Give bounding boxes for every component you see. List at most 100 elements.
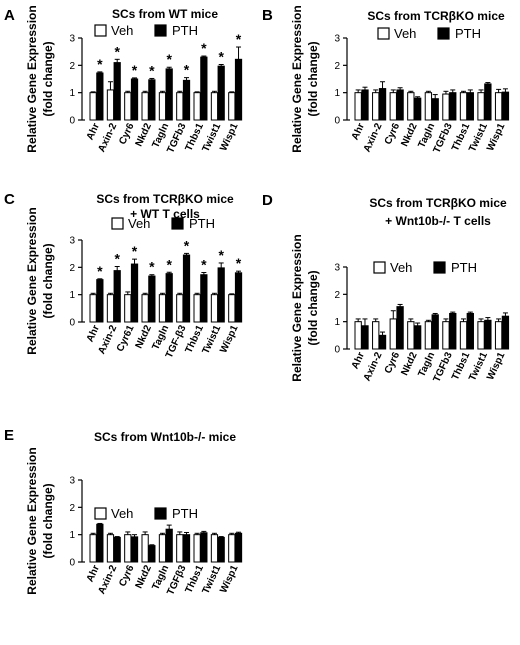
panel-e-bar-veh-twist1: [210, 534, 219, 563]
panel-e-bar-veh-thbs1: [193, 534, 201, 563]
panel-b-legend-veh-label: Veh: [394, 26, 416, 41]
panel-b-bar-pth-axin-2: [378, 88, 387, 121]
panel-a-y-axis-label: Relative Gene Expression: [25, 5, 39, 152]
panel-d-bar-veh-cyr6: [389, 318, 397, 350]
panel-d-legend-pth-label: PTH: [451, 260, 477, 275]
panel-b-bar-veh-twist1: [477, 92, 485, 121]
panel-d-y-tick-label-2: 2: [334, 290, 340, 301]
panel-e-y-tick-label-1: 1: [69, 530, 75, 541]
panel-a-sig-star-nkd2: *: [149, 62, 155, 78]
panel-d-bar-veh-nkd2: [407, 321, 415, 350]
panel-a-legend-pth-swatch: [154, 24, 167, 37]
panel-a-tick-label-ahr: Ahr: [85, 122, 102, 142]
panel-d-bar-pth-nkd2: [413, 325, 422, 350]
panel-c-sig-star-wisp1: *: [236, 255, 242, 271]
panel-d-bar-pth-ahr: [361, 325, 369, 350]
panel-b-bar-pth-thbs1: [466, 92, 474, 121]
panel-c-tick-label-ahr: Ahr: [85, 324, 102, 344]
panel-d-bar-veh-tgfb3: [442, 321, 450, 350]
panel-c-bar-pth-nkd2: [148, 275, 156, 323]
panel-e-y-axis-label-sub: (fold change): [41, 483, 55, 558]
panel-c-legend-pth-label: PTH: [189, 216, 215, 231]
panel-d-y-axis-label-sub: (fold change): [306, 270, 320, 345]
panel-b-tick-label-ahr: Ahr: [350, 122, 367, 142]
panel-a-bar-pth-thbs1: [200, 56, 208, 121]
panel-c-legend-veh-label: Veh: [128, 216, 150, 231]
panel-c-bar-veh-tgf-β3: [176, 294, 184, 323]
panel-c-sig-star-cyr61: *: [132, 243, 138, 259]
panel-d-legend-veh-swatch: [373, 261, 386, 274]
panel-c-legend-veh-swatch: [111, 217, 124, 230]
panel-a-sig-star-thbs1: *: [201, 40, 207, 56]
panel-d-bar-veh-wisp1: [494, 321, 503, 350]
panel-c-bar-veh-tagln: [158, 294, 167, 323]
panel-a-y-tick-label-3: 3: [69, 34, 75, 45]
panel-e-bar-pth-axin-2: [113, 536, 121, 563]
panel-a-sig-star-wisp1: *: [236, 31, 242, 47]
panel-c-title-line-1: SCs from TCRβKO mice: [96, 192, 234, 206]
panel-b-bar-veh-axin-2: [372, 92, 380, 121]
panel-e-legend-veh-label: Veh: [111, 506, 133, 521]
panel-c-bar-pth-thbs1: [200, 274, 208, 323]
panel-a-legend-veh-label: Veh: [111, 23, 133, 38]
panel-c-letter: C: [4, 191, 15, 208]
panel-b-bar-pth-twist1: [484, 83, 492, 121]
panel-c-bar-pth-axin-2: [113, 270, 121, 323]
panel-e-bar-pth-nkd2: [148, 545, 156, 563]
panel-a-bar-veh-tagln: [158, 92, 167, 121]
panel-c-y-tick-label-1: 1: [69, 290, 75, 301]
panel-a-legend-veh-swatch: [94, 24, 107, 37]
panel-a-bar-veh-cyr6: [124, 92, 132, 121]
panel-b-bar-pth-ahr: [361, 89, 369, 121]
panel-b-legend-pth-label: PTH: [455, 26, 481, 41]
panel-e-title-line-1: SCs from Wnt10b-/- mice: [94, 430, 236, 444]
panel-c-sig-star-tgf-β3: *: [184, 237, 190, 253]
panel-c-y-tick-label-0: 0: [69, 318, 75, 329]
panel-e-bar-pth-cyr6: [130, 536, 139, 563]
panel-c-bar-veh-cyr61: [124, 294, 132, 323]
panel-d-title-line-1: SCs from TCRβKO mice: [369, 196, 507, 210]
panel-a-sig-star-tagln: *: [166, 51, 172, 67]
panel-a-sig-star-axin-2: *: [114, 43, 120, 59]
panel-a-bar-pth-ahr: [96, 72, 104, 121]
panel-b-bar-veh-cyr6: [389, 92, 397, 121]
panel-e-bar-veh-tagln: [158, 534, 167, 563]
panel-b-bar-pth-tgfb3: [449, 92, 457, 121]
panel-b-bar-pth-wisp1: [501, 91, 510, 121]
panel-c-legend-pth-swatch: [171, 217, 184, 230]
panel-a-sig-star-twist1: *: [218, 49, 224, 65]
panel-c-y-tick-label-3: 3: [69, 236, 75, 247]
panel-b-bar-veh-ahr: [354, 92, 362, 121]
panel-b-bar-pth-tagln: [431, 98, 439, 121]
panel-e-legend-pth-label: PTH: [172, 506, 198, 521]
panel-e-bar-pth-tgfβ3: [182, 534, 191, 563]
panel-b-bar-veh-nkd2: [407, 92, 415, 121]
panel-a-bar-veh-tgfb3: [176, 92, 184, 121]
panel-e-bar-veh-tgfβ3: [176, 534, 184, 563]
panel-a-bar-veh-nkd2: [141, 92, 149, 121]
panel-d-bar-pth-cyr6: [396, 306, 404, 350]
panel-c-bar-veh-ahr: [89, 294, 97, 323]
panel-c-y-axis-label: Relative Gene Expression: [25, 207, 39, 354]
panel-e-legend-veh-swatch: [94, 507, 107, 520]
panel-b-bar-pth-nkd2: [413, 97, 422, 121]
panel-b-bar-pth-cyr6: [396, 89, 404, 121]
panel-c-bar-pth-tgf-β3: [182, 254, 191, 323]
panel-a-bar-pth-axin-2: [113, 62, 121, 121]
panel-d-bar-pth-thbs1: [466, 312, 474, 350]
panel-d-tick-label-ahr: Ahr: [350, 351, 367, 371]
panel-c-bar-pth-ahr: [96, 279, 104, 323]
panel-b-y-tick-label-3: 3: [334, 34, 340, 45]
panel-e-bar-veh-ahr: [89, 534, 97, 563]
panel-e-bar-veh-axin-2: [106, 534, 115, 563]
panel-e-bar-veh-wisp1: [228, 534, 236, 563]
panel-c-bar-veh-twist1: [210, 294, 219, 323]
panel-e-bar-veh-nkd2: [141, 534, 149, 563]
panel-d-bar-veh-axin-2: [372, 321, 380, 350]
panel-c-bar-veh-axin-2: [106, 294, 115, 323]
panel-d-legend-pth-swatch: [433, 261, 446, 274]
panel-e-bar-pth-tagln: [165, 528, 173, 563]
panel-a-sig-star-tgfb3: *: [184, 62, 190, 78]
panel-d-y-tick-label-3: 3: [334, 263, 340, 274]
